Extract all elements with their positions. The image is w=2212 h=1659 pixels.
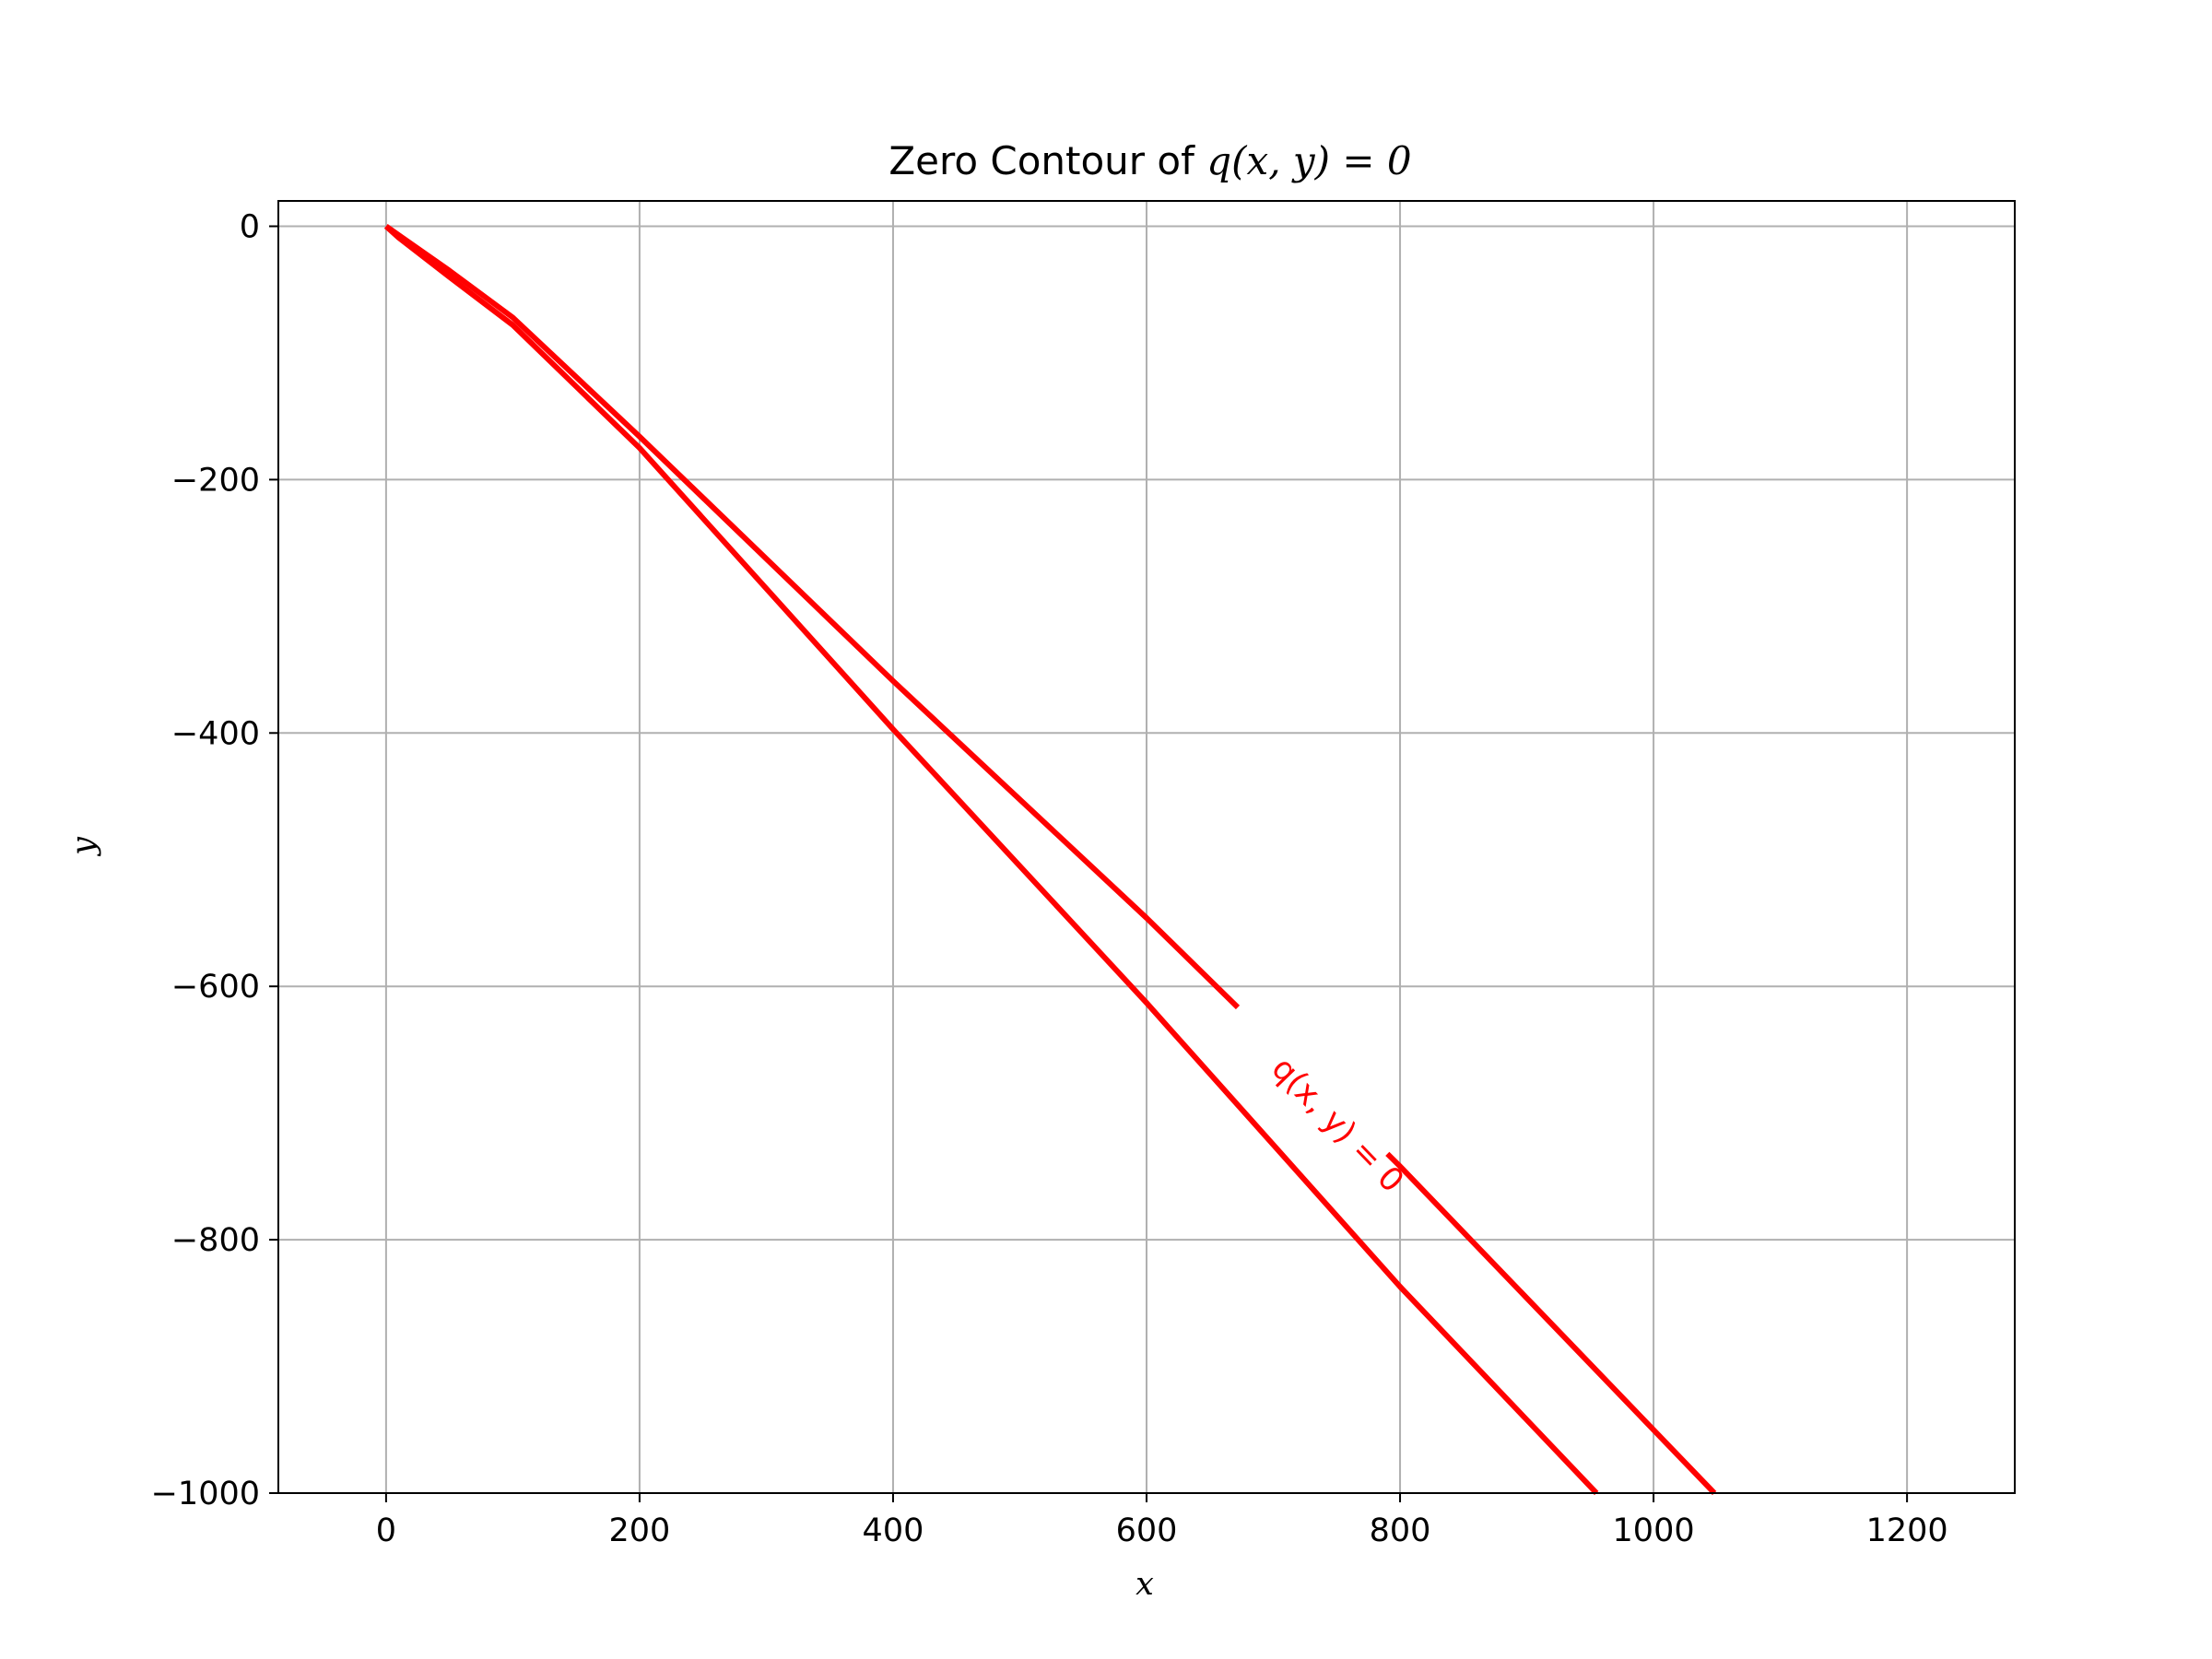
contour-line [383, 224, 1599, 1496]
chart-title: Zero Contour of q(x, y) = 0 [888, 138, 1411, 183]
x-tick-label: 1200 [1866, 1512, 1948, 1549]
y-tick-label: −600 [171, 969, 260, 1006]
y-tick-label: −200 [171, 462, 260, 499]
x-axis-label: x [1135, 1566, 1154, 1603]
y-tick-label: −400 [171, 715, 260, 752]
series-layer [383, 224, 1717, 1496]
y-tick-label: 0 [240, 208, 260, 245]
title-math: q(x, y) = 0 [1206, 138, 1411, 183]
ticks: 0 200 400 600 800 1000 1200 0 −200 −400 −600 −800 −1… [151, 208, 1948, 1549]
contour-line [1385, 1151, 1717, 1496]
x-tick-label: 600 [1116, 1512, 1178, 1549]
y-tick-label: −800 [171, 1222, 260, 1259]
x-tick-label: 800 [1370, 1512, 1431, 1549]
y-axis-label: y [65, 836, 102, 857]
x-tick-label: 0 [376, 1512, 396, 1549]
title-text: Zero Contour of [888, 138, 1206, 183]
contour-line [384, 224, 1241, 1010]
x-tick-label: 400 [863, 1512, 924, 1549]
x-tick-label: 1000 [1613, 1512, 1695, 1549]
x-tick-label: 200 [609, 1512, 671, 1549]
y-tick-label: −1000 [151, 1476, 260, 1512]
